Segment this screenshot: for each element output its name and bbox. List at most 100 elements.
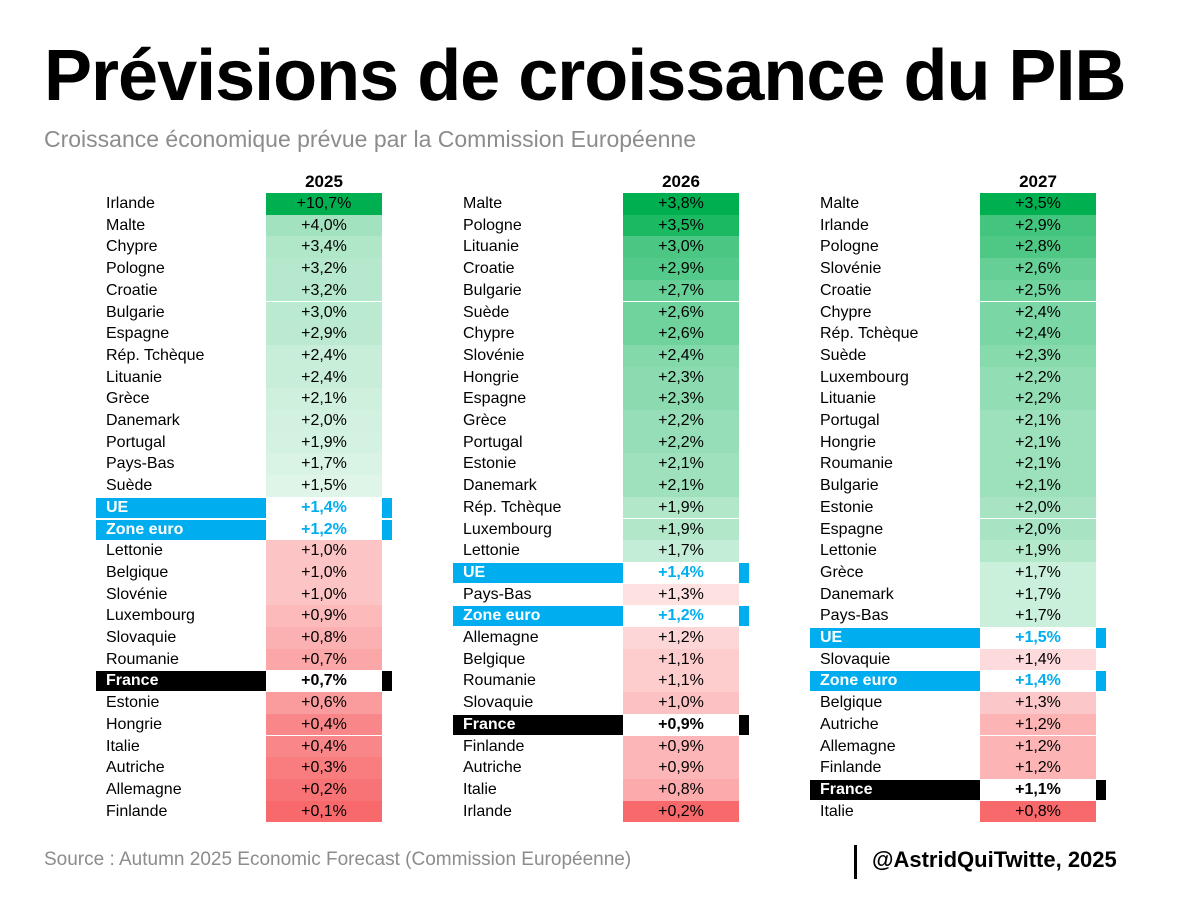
country-label: Belgique (106, 563, 169, 581)
country-label: Luxembourg (820, 368, 909, 386)
value-cell: +2,7% (623, 279, 739, 302)
country-label: Allemagne (820, 737, 896, 755)
value-cell: +2,1% (266, 388, 382, 410)
table-row: Suède +2,3% (810, 344, 1110, 367)
table-row: Estonie +0,6% (96, 692, 396, 714)
country-label: Finlande (106, 802, 168, 820)
table-row: Espagne +2,9% (96, 323, 396, 345)
country-label: Lituanie (820, 390, 877, 408)
country-label: Portugal (463, 433, 523, 451)
value-cell: +1,9% (980, 540, 1096, 562)
value-cell: +2,4% (266, 366, 382, 389)
country-label: Pays-Bas (820, 607, 889, 625)
country-label: Slovénie (463, 346, 525, 364)
table-row: Grèce +2,2% (453, 410, 753, 432)
country-label: Pays-Bas (463, 585, 532, 603)
table-row: Luxembourg +2,2% (810, 366, 1110, 389)
table-row: Suède +1,5% (96, 475, 396, 497)
value-cell: +2,1% (623, 475, 739, 497)
table-row: Espagne +2,3% (453, 388, 753, 410)
year-header: 2026 (662, 172, 700, 191)
value-cell: +3,0% (623, 236, 739, 259)
table-row: France +1,1% (810, 779, 1110, 801)
table-row: Slovaquie +1,0% (453, 692, 753, 714)
value-cell: +1,4% (623, 562, 739, 583)
country-label: Allemagne (106, 780, 182, 798)
table-row: Belgique +1,0% (96, 561, 396, 584)
country-label: Irlande (820, 216, 869, 234)
table-row: Allemagne +1,2% (453, 627, 753, 649)
value-cell: +1,2% (266, 519, 382, 540)
country-label: Slovaquie (820, 650, 891, 668)
table-row: Italie +0,8% (453, 778, 753, 801)
value-cell: +1,2% (623, 606, 739, 627)
value-cell: +1,4% (980, 648, 1096, 671)
table-row: Finlande +0,9% (453, 735, 753, 758)
table-row: Pologne +3,5% (453, 214, 753, 237)
chart-title: Prévisions de croissance du PIB (44, 36, 1126, 116)
country-label: Bulgarie (820, 477, 879, 495)
value-cell: +0,9% (266, 605, 382, 627)
country-label: Zone euro (106, 520, 184, 538)
value-cell: +2,6% (623, 301, 739, 324)
table-row: Malte +3,5% (810, 193, 1110, 215)
table-row: Estonie +2,0% (810, 496, 1110, 519)
value-cell: +2,4% (980, 323, 1096, 345)
year-header: 2025 (305, 172, 343, 191)
country-label: UE (106, 498, 129, 516)
country-label: Suède (820, 346, 867, 364)
table-row: Slovaquie +1,4% (810, 648, 1110, 671)
country-label: Malte (820, 195, 860, 212)
table-row: Bulgarie +3,0% (96, 301, 396, 324)
table-row: Suède +2,6% (453, 301, 753, 324)
author-credit: @AstridQuiTwitte, 2025 (872, 847, 1117, 872)
table-row: Bulgarie +2,7% (453, 279, 753, 302)
value-cell: +2,9% (980, 214, 1096, 237)
country-label: Slovaquie (106, 629, 177, 646)
value-cell: +1,9% (623, 518, 739, 541)
table-row: Croatie +2,5% (810, 279, 1110, 302)
country-label: Rép. Tchèque (463, 498, 562, 516)
country-label: Lettonie (820, 542, 877, 560)
table-row: Hongrie +2,3% (453, 366, 753, 389)
table-row: UE +1,4% (96, 497, 396, 519)
value-cell: +3,2% (266, 258, 382, 280)
value-cell: +2,5% (980, 279, 1096, 302)
table-row: Portugal +1,9% (96, 431, 396, 454)
value-cell: +2,1% (980, 453, 1096, 476)
country-label: Malte (463, 195, 503, 212)
table-row: Finlande +1,2% (810, 757, 1110, 779)
table-row: Lettonie +1,9% (810, 540, 1110, 562)
country-label: Suède (106, 477, 153, 495)
value-cell: +2,8% (980, 236, 1096, 259)
country-label: Pologne (820, 238, 879, 256)
table-row: Malte +4,0% (96, 214, 396, 237)
value-cell: +2,0% (980, 496, 1096, 519)
country-label: Espagne (106, 325, 170, 343)
country-label: Finlande (820, 759, 882, 777)
table-row: Roumanie +0,7% (96, 648, 396, 671)
table-row: Roumanie +1,1% (453, 670, 753, 693)
country-label: Danemark (820, 585, 894, 603)
table-row: Belgique +1,1% (453, 648, 753, 671)
country-label: Bulgarie (463, 281, 522, 299)
value-cell: +1,3% (623, 583, 739, 606)
year-header: 2027 (1019, 172, 1057, 191)
value-cell: +2,9% (623, 258, 739, 280)
chart-subtitle: Croissance économique prévue par la Comm… (44, 126, 697, 152)
table-row: France +0,9% (453, 714, 753, 736)
table-row: Luxembourg +0,9% (96, 605, 396, 627)
table-row: Pays-Bas +1,3% (453, 583, 753, 606)
value-cell: +2,4% (980, 301, 1096, 324)
value-cell: +1,2% (623, 627, 739, 649)
value-cell: +0,9% (623, 714, 739, 735)
country-label: Rép. Tchèque (106, 346, 205, 364)
country-label: Roumanie (463, 672, 536, 690)
value-cell: +2,4% (266, 344, 382, 367)
value-cell: +1,7% (980, 605, 1096, 627)
country-label: Portugal (820, 412, 880, 429)
table-row: Zone euro +1,2% (453, 605, 753, 627)
table-row: Lituanie +2,4% (96, 366, 396, 389)
table-row: Slovénie +2,6% (810, 258, 1110, 280)
country-label: Lettonie (463, 542, 520, 560)
